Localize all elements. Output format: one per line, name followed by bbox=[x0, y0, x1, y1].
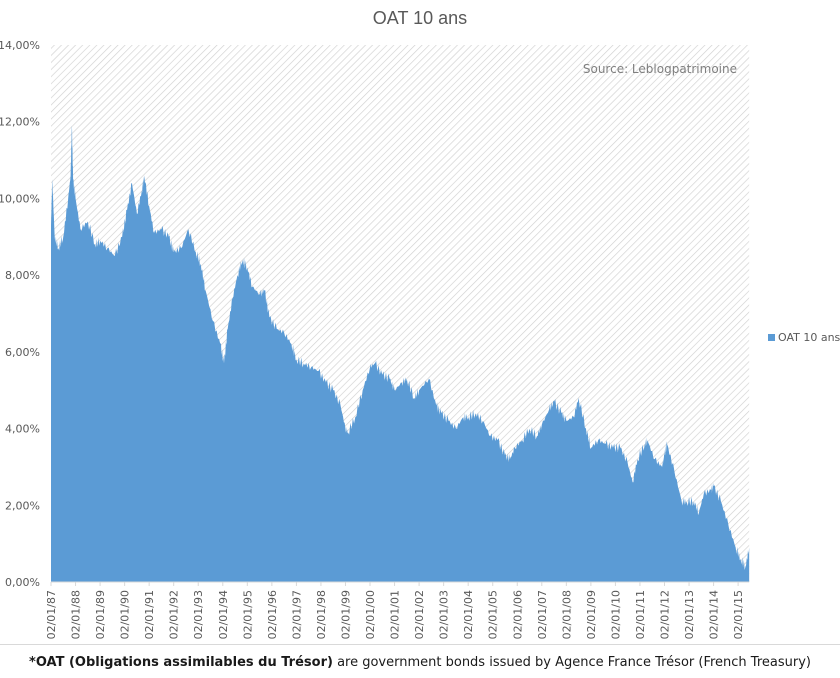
footnote-bold: *OAT (Obligations assimilables du Trésor… bbox=[29, 655, 333, 670]
y-tick-label: 8,00% bbox=[5, 269, 40, 282]
x-tick-label: 02/01/08 bbox=[560, 590, 573, 639]
y-tick-label: 14,00% bbox=[0, 39, 40, 52]
y-tick-label: 2,00% bbox=[5, 499, 40, 512]
x-tick-label: 02/01/89 bbox=[94, 590, 107, 639]
y-tick-label: 10,00% bbox=[0, 192, 40, 205]
x-tick-label: 02/01/88 bbox=[70, 590, 83, 639]
x-tick-label: 02/01/90 bbox=[119, 590, 132, 639]
footnote-text: are government bonds issued by Agence Fr… bbox=[332, 655, 811, 670]
series-area-oat-10-ans bbox=[51, 125, 750, 583]
x-tick-label: 02/01/91 bbox=[143, 590, 156, 639]
x-tick-label: 02/01/05 bbox=[487, 590, 500, 639]
chart: OAT 10 ans 0,00% 2,00% 4,00% 6,00% 8,00% 10,0… bbox=[0, 8, 840, 639]
x-tick-label: 02/01/93 bbox=[192, 590, 205, 639]
x-tick-label: 02/01/14 bbox=[708, 590, 721, 639]
y-tick-label: 6,00% bbox=[5, 346, 40, 359]
x-tick-label: 02/01/11 bbox=[634, 590, 647, 639]
x-tick-label: 02/01/92 bbox=[168, 590, 181, 639]
x-tick-label: 02/01/99 bbox=[339, 590, 352, 639]
x-tick-label: 02/01/95 bbox=[241, 590, 254, 639]
x-tick-label: 02/01/15 bbox=[732, 590, 745, 639]
y-tick-label: 12,00% bbox=[0, 116, 40, 129]
x-tick-label: 02/01/13 bbox=[683, 590, 696, 639]
legend: OAT 10 ans bbox=[768, 331, 840, 344]
x-tick-label: 02/01/07 bbox=[536, 590, 549, 639]
footnote: *OAT (Obligations assimilables du Trésor… bbox=[0, 655, 840, 670]
x-tick-label: 02/01/06 bbox=[511, 590, 524, 639]
legend-label: OAT 10 ans bbox=[778, 331, 840, 344]
y-tick-label: 4,00% bbox=[5, 423, 40, 436]
x-tick-label: 02/01/96 bbox=[266, 590, 279, 639]
chart-title: OAT 10 ans bbox=[373, 8, 467, 28]
x-tick-label: 02/01/09 bbox=[585, 590, 598, 639]
x-tick-label: 02/01/12 bbox=[659, 590, 672, 639]
x-tick-label: 02/01/03 bbox=[438, 590, 451, 639]
x-tick-label: 02/01/04 bbox=[462, 590, 475, 639]
legend-swatch bbox=[768, 334, 775, 341]
footer-divider bbox=[0, 644, 840, 645]
x-tick-label: 02/01/87 bbox=[45, 590, 58, 639]
y-tick-label: 0,00% bbox=[5, 576, 40, 589]
x-tick-label: 02/01/94 bbox=[217, 590, 230, 639]
x-tick-label: 02/01/02 bbox=[413, 590, 426, 639]
x-tick-label: 02/01/01 bbox=[389, 590, 402, 639]
x-tick-label: 02/01/00 bbox=[364, 590, 377, 639]
x-tick-label: 02/01/10 bbox=[609, 590, 622, 639]
source-annotation: Source: Leblogpatrimoine bbox=[583, 62, 737, 76]
x-tick-label: 02/01/98 bbox=[315, 590, 328, 639]
x-tick-label: 02/01/97 bbox=[290, 590, 303, 639]
